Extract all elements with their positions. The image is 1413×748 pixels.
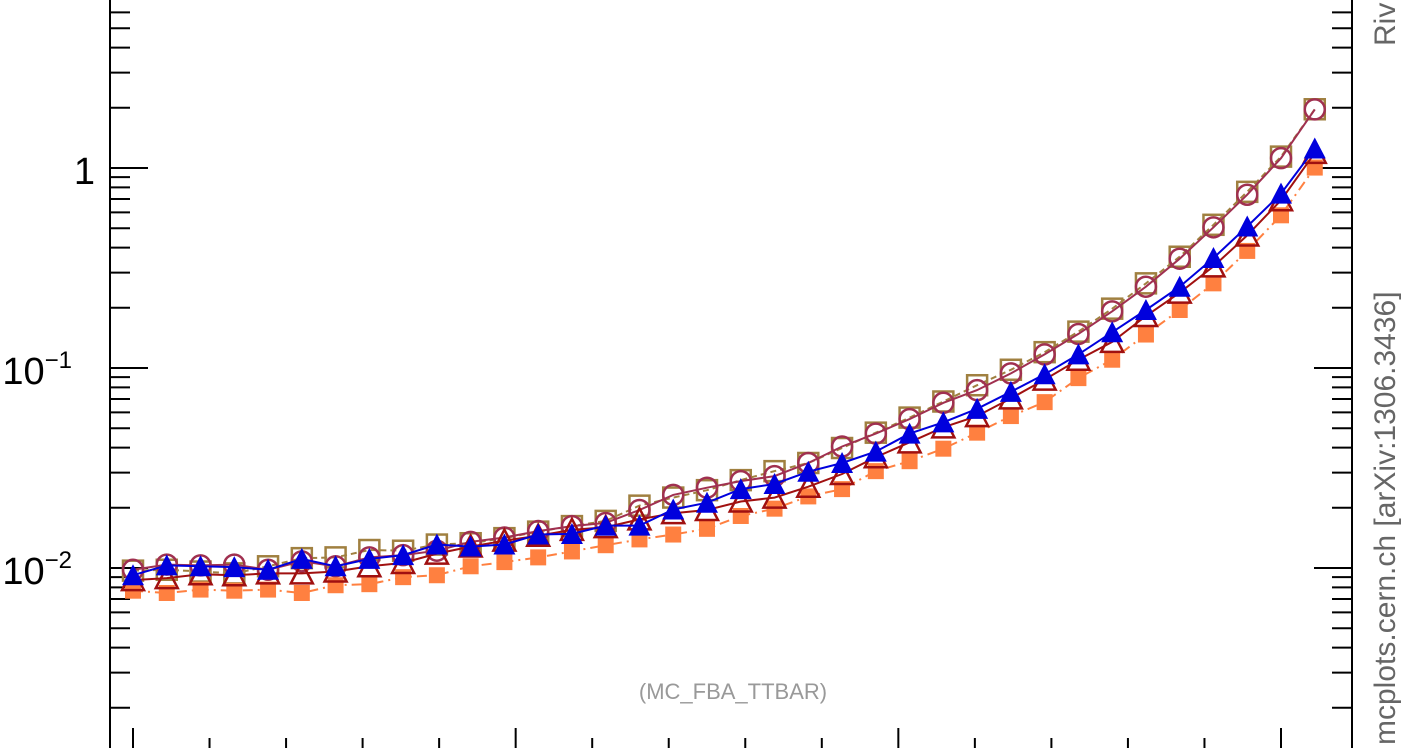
mcplots-credit: mcplots.cern.ch [arXiv:1306.3436] [1369,291,1402,745]
series-2-point-8 [395,569,412,586]
series-2-point-12 [530,549,547,566]
series-2-point-13 [563,543,580,560]
series-2-point-33 [1239,242,1256,259]
series-3-point-19 [761,483,788,509]
series-4-point-14 [594,514,617,536]
series-4-point-12 [527,523,550,545]
series-3-line [132,152,1316,582]
series-4-point-31 [1168,275,1191,297]
series-4-point-28 [1067,343,1090,365]
series-2 [125,159,1323,601]
series-4-point-23 [898,422,921,444]
series-2-point-4 [260,581,277,598]
series-4-line [132,147,1316,577]
series-2-point-29 [1104,351,1121,368]
series-2-point-2 [192,581,209,598]
series-1-point-top [1303,98,1327,121]
series-2-point-5 [293,584,310,601]
y-tick-label-0.01: 10−2 [2,547,72,593]
series-2-point-17 [699,520,715,537]
series-4-point-32 [1202,246,1225,268]
series-2-line [132,167,1316,595]
series-1-point-33 [1235,183,1259,206]
series-4-point-13 [560,522,583,544]
series-2-point-11 [496,554,513,571]
series-4-point-11 [493,533,516,555]
series-4-point-22 [864,440,887,462]
series-4-point-26 [999,380,1022,402]
series-1-point-31 [1168,247,1191,270]
series-2-point-22 [867,463,884,480]
series-4-point-7 [358,547,381,569]
series-2-point-26 [1002,408,1019,425]
series-2-point-3 [226,582,243,599]
series-4-point-4 [257,558,280,580]
series-2-point-23 [901,453,918,470]
series-4-point-0 [122,564,144,586]
series-4-point-17 [696,491,718,513]
series-4-point-34 [1270,182,1292,204]
series-0-line [132,108,1316,575]
series-2-point-25 [969,424,986,441]
series-3-point-1 [153,564,180,590]
series-layer [119,98,1328,601]
series-1-point-34 [1269,146,1293,170]
series-2-point-14 [597,537,614,554]
series-3-point-18 [727,487,754,513]
series-3-point-5 [288,559,315,585]
series-1-point-30 [1134,275,1158,298]
series-2-point-31 [1171,301,1188,318]
series-4-point-27 [1033,363,1056,385]
series-4-point-top [1303,137,1326,159]
axis-ticks [110,11,1352,748]
series-4-point-30 [1134,298,1157,320]
rivet-credit-fragment: Riv [1369,3,1402,46]
series-4-point-18 [729,478,752,500]
y-tick-label-0.1: 10−1 [2,347,72,393]
series-4-point-16 [662,498,685,520]
series-4-point-9 [425,533,448,555]
series-4 [122,137,1326,586]
series-3-point-20 [795,472,822,498]
series-2-point-10 [462,558,479,575]
plot-frame [109,0,1353,748]
series-2-point-7 [361,576,378,593]
series-2-point-9 [428,567,445,584]
series-4-point-1 [155,554,178,576]
series-4-point-20 [797,460,820,482]
series-4-point-24 [932,411,955,433]
analysis-label: (MC_FBA_TTBAR) [639,679,827,704]
series-4-point-21 [831,451,854,473]
series-4-point-6 [324,555,347,577]
series-4-point-8 [392,544,415,566]
series-4-point-15 [628,514,651,536]
series-4-point-10 [459,535,482,557]
series-2-point-24 [935,440,952,457]
series-1-line [132,108,1316,571]
series-2-point-6 [327,577,344,594]
series-2-point-16 [665,526,682,543]
series-4-point-29 [1101,321,1124,343]
series-2-point-30 [1137,326,1154,343]
series-2-point-28 [1070,370,1087,387]
series-1-point-32 [1202,216,1225,239]
series-4-point-25 [966,397,989,419]
series-4-point-2 [189,555,212,577]
series-4-point-19 [763,473,786,495]
series-4-point-33 [1236,215,1259,237]
series-3-point-21 [828,460,856,486]
series-2-point-27 [1036,394,1053,411]
series-4-point-3 [223,556,246,578]
series-2-point-32 [1205,275,1222,292]
y-tick-label-1: 1 [74,151,95,193]
series-4-point-5 [290,547,313,569]
